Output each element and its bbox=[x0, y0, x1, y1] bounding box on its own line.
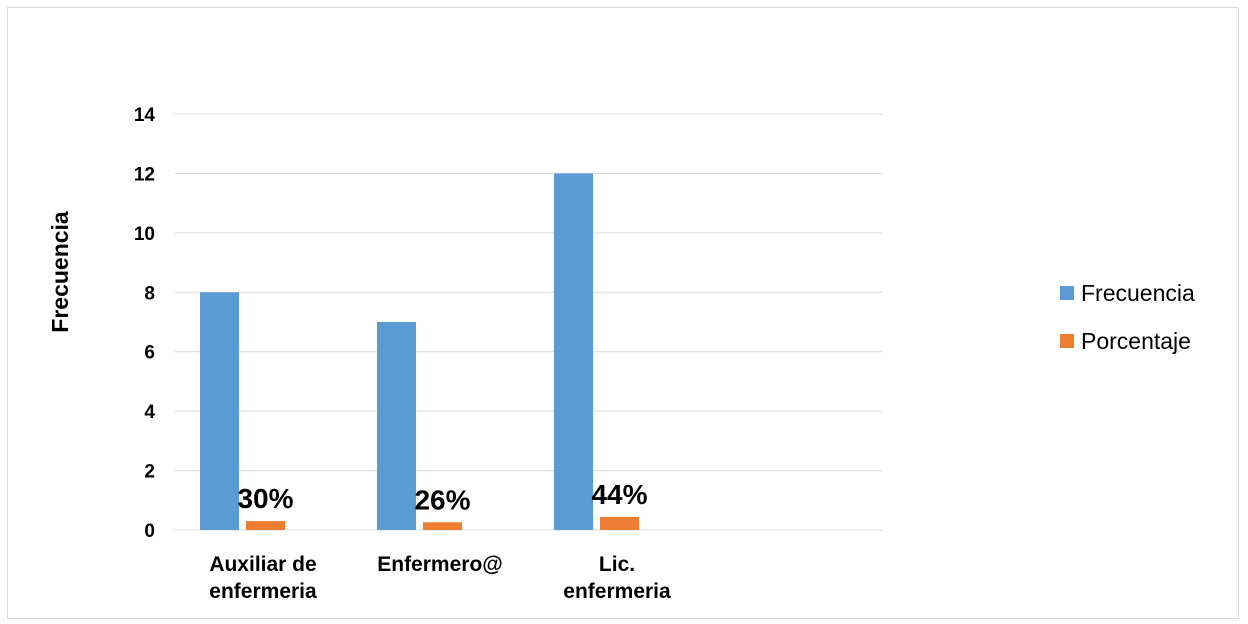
y-axis-label: Frecuencia bbox=[47, 211, 73, 333]
x-category-label: Lic. bbox=[599, 553, 635, 576]
legend-label-porcentaje: Porcentaje bbox=[1081, 328, 1191, 354]
x-category-label: Enfermero@ bbox=[377, 553, 503, 576]
legend-label-frecuencia: Frecuencia bbox=[1081, 280, 1195, 306]
y-tick-label: 12 bbox=[134, 164, 155, 185]
bar-porcentaje bbox=[600, 516, 639, 530]
y-tick-label: 2 bbox=[144, 462, 155, 483]
bar-frecuencia bbox=[377, 322, 416, 530]
y-tick-label: 10 bbox=[134, 224, 155, 245]
y-tick-label: 8 bbox=[144, 283, 155, 304]
bars bbox=[200, 173, 639, 530]
bar-porcentaje bbox=[423, 522, 462, 530]
legend-swatch-porcentaje bbox=[1060, 334, 1074, 348]
x-category-label: enfermeria bbox=[209, 580, 317, 603]
bar-porcentaje bbox=[246, 521, 285, 530]
y-tick-label: 4 bbox=[144, 402, 155, 423]
grid-lines bbox=[175, 113, 882, 531]
data-labels: 30% 26% 44% bbox=[237, 479, 647, 515]
y-tick-label: 14 bbox=[134, 105, 156, 126]
data-label: 26% bbox=[414, 484, 470, 515]
legend-swatch-frecuencia bbox=[1060, 286, 1074, 300]
y-tick-label: 0 bbox=[144, 521, 155, 542]
legend: Frecuencia Porcentaje bbox=[1060, 280, 1195, 354]
bar-frecuencia bbox=[554, 173, 593, 530]
x-category-label: Auxiliar de bbox=[209, 553, 316, 576]
y-tick-label: 6 bbox=[144, 343, 155, 364]
x-category-labels: Auxiliar de enfermeria Enfermero@ Lic. enfer… bbox=[209, 553, 671, 603]
data-label: 44% bbox=[591, 479, 647, 510]
y-tick-labels: 0 2 4 6 8 10 12 14 bbox=[134, 105, 156, 542]
bar-frecuencia bbox=[200, 292, 239, 530]
x-category-label: enfermeria bbox=[563, 580, 671, 603]
data-label: 30% bbox=[237, 483, 293, 514]
